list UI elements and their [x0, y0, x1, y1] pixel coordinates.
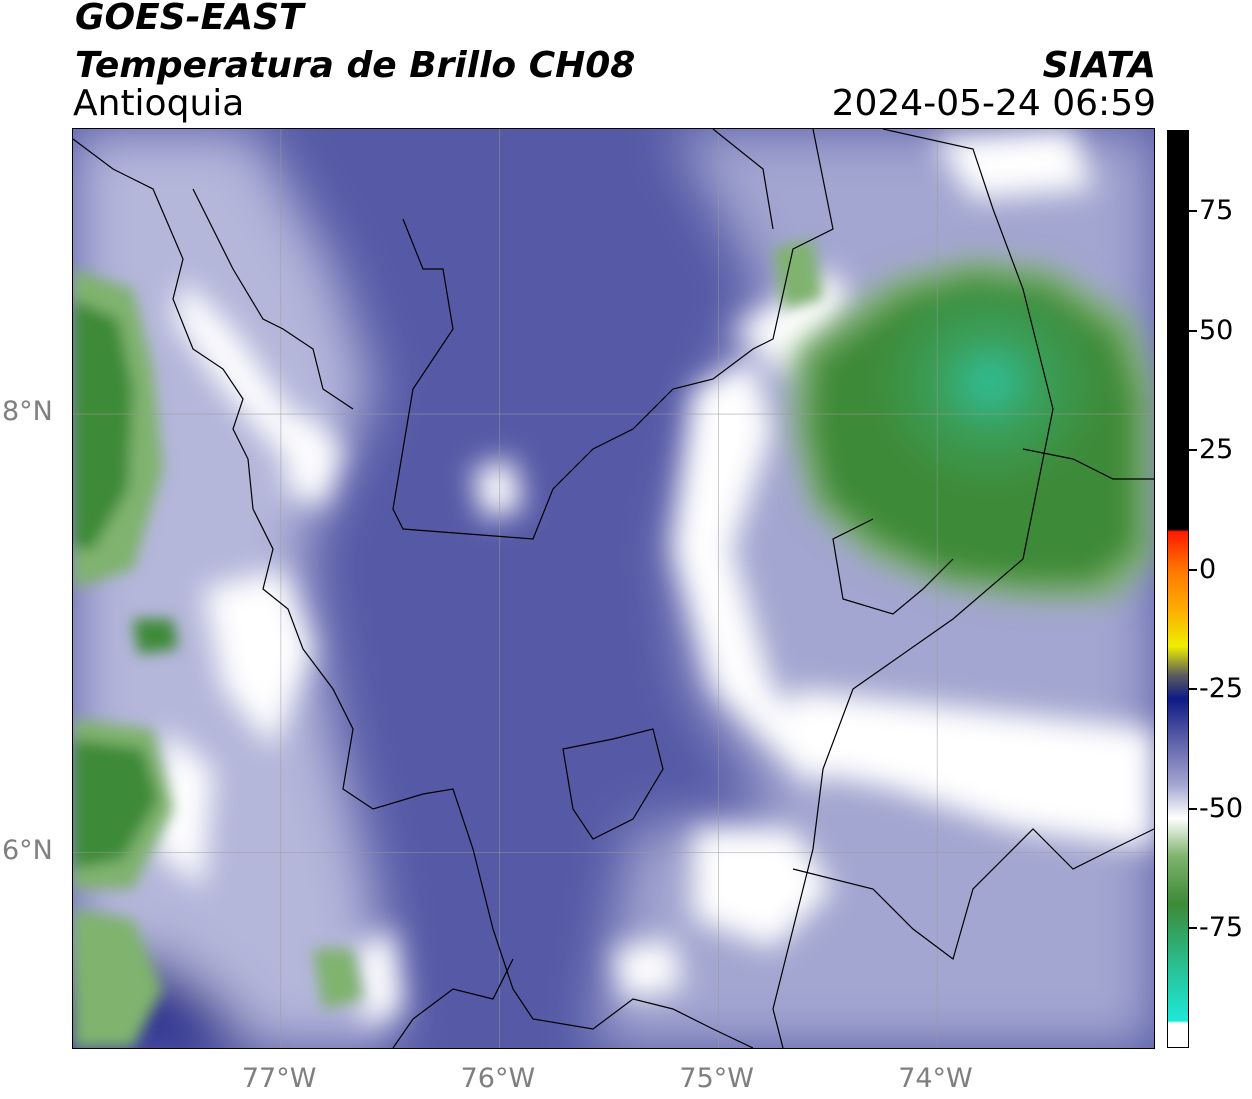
- boundary-line: [792, 828, 1154, 961]
- boundary-line: [392, 129, 834, 540]
- x-tick-label: 75°W: [679, 1063, 754, 1094]
- datetime-label: 2024-05-24 06:59: [831, 83, 1156, 124]
- boundary-line: [562, 728, 664, 840]
- boundary-line: [192, 188, 354, 410]
- y-tick-label: 6°N: [2, 834, 53, 866]
- product-title: Temperatura de Brillo CH08: [75, 45, 636, 86]
- colorbar: [1167, 130, 1189, 1048]
- satellite-title: GOES-EAST: [75, 0, 304, 38]
- colorbar-tick-mark: [1189, 568, 1197, 571]
- map-frame: [72, 128, 1155, 1049]
- boundary-line: [392, 958, 514, 1048]
- colorbar-tick-label: 75: [1199, 195, 1234, 227]
- boundary-line: [832, 518, 954, 615]
- agency-title: SIATA: [1042, 45, 1156, 86]
- temperature-field: [73, 129, 1154, 1048]
- colorbar-tick-label: 50: [1199, 314, 1234, 346]
- brightness-temperature-map: [73, 129, 1154, 1048]
- colorbar-tick-mark: [1189, 329, 1197, 332]
- map-gridlines: [73, 129, 1154, 1048]
- colorbar-gradient: [1168, 131, 1188, 1047]
- boundary-line: [1022, 448, 1154, 480]
- colorbar-tick-label: -75: [1199, 912, 1244, 944]
- colorbar-tick-label: 25: [1199, 434, 1234, 466]
- colorbar-tick-label: -50: [1199, 792, 1244, 824]
- boundary-line: [772, 129, 1054, 1048]
- colorbar-tick-mark: [1189, 807, 1197, 810]
- region-title: Antioquia: [73, 83, 245, 124]
- administrative-boundaries: [73, 129, 1154, 1048]
- boundary-line: [712, 129, 774, 230]
- colorbar-tick-label: 0: [1199, 553, 1217, 585]
- colorbar-tick-mark: [1189, 688, 1197, 691]
- boundary-line: [73, 138, 754, 1048]
- x-tick-label: 77°W: [241, 1063, 317, 1094]
- x-tick-label: 76°W: [460, 1063, 536, 1094]
- colorbar-tick-label: -25: [1199, 673, 1244, 705]
- colorbar-tick-mark: [1189, 449, 1197, 452]
- colorbar-tick-mark: [1189, 927, 1197, 930]
- colorbar-tick-mark: [1189, 210, 1197, 213]
- y-tick-label: 8°N: [2, 396, 53, 428]
- x-tick-label: 74°W: [898, 1063, 973, 1094]
